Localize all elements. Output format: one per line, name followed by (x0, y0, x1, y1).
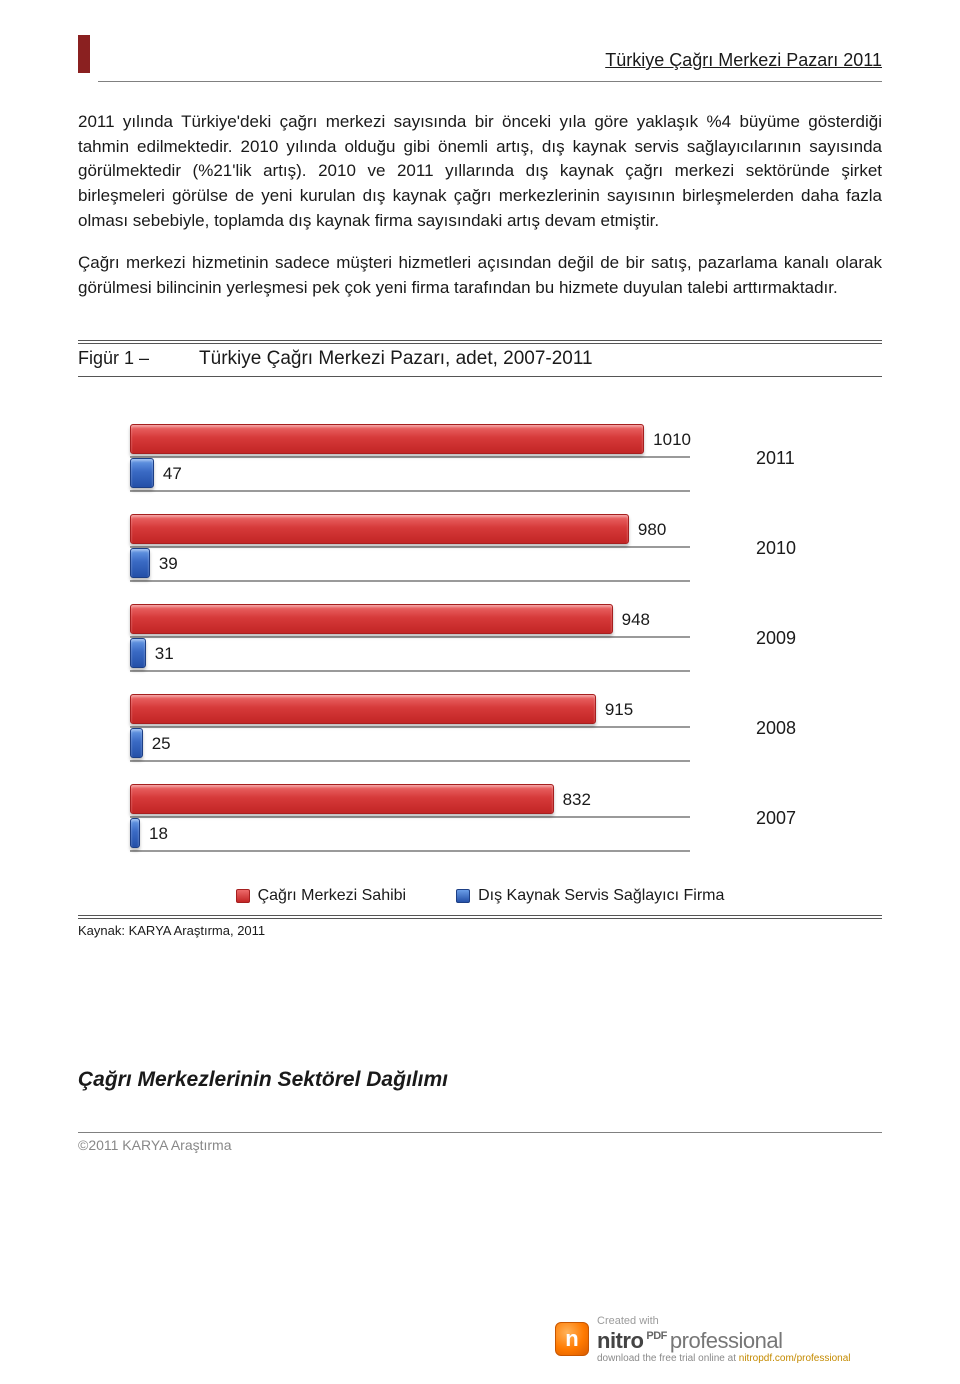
legend-item-sahibi: Çağrı Merkezi Sahibi (236, 887, 407, 905)
bar-value-sahibi: 948 (622, 610, 650, 630)
paragraph-2: Çağrı merkezi hizmetinin sadece müşteri … (78, 251, 882, 300)
watermark-brand-main: nitro (597, 1328, 643, 1353)
figure-1: Figür 1 – Türkiye Çağrı Merkezi Pazarı, … (78, 340, 882, 938)
legend-label-dis: Dış Kaynak Servis Sağlayıcı Firma (478, 887, 724, 905)
bar-dis: 47 (130, 458, 154, 488)
year-label: 2008 (756, 718, 796, 739)
bar-value-dis: 31 (155, 644, 174, 664)
bar-sahibi: 915 (130, 694, 596, 724)
bar-value-dis: 47 (163, 464, 182, 484)
footer-divider (78, 1132, 882, 1133)
bar-sahibi: 948 (130, 604, 613, 634)
paragraph-1: 2011 yılında Türkiye'deki çağrı merkezi … (78, 110, 882, 233)
bar-dis: 25 (130, 728, 143, 758)
watermark-created-with: Created with (597, 1315, 851, 1327)
chart-row: 980 39 2010 (130, 507, 830, 589)
nitro-logo-icon: n (555, 1322, 589, 1356)
bar-value-sahibi: 832 (563, 790, 591, 810)
section-heading: Çağrı Merkezlerinin Sektörel Dağılımı (78, 1068, 882, 1092)
figure-header-underline (78, 376, 882, 377)
pdf-watermark: n Created with nitroPDFprofessional down… (555, 1315, 851, 1364)
figure-bottom-rule (78, 915, 882, 919)
bar-value-sahibi: 980 (638, 520, 666, 540)
bar-value-sahibi: 915 (605, 700, 633, 720)
year-label: 2010 (756, 538, 796, 559)
watermark-brand: nitroPDFprofessional (597, 1329, 851, 1353)
header-accent-block (78, 35, 90, 73)
footer-copyright: ©2011 KARYA Araştırma (78, 1137, 882, 1153)
bar-value-sahibi: 1010 (653, 430, 691, 450)
bar-value-dis: 25 (152, 734, 171, 754)
watermark-brand-pdf: PDF (646, 1330, 667, 1342)
watermark-subline: download the free trial online at nitrop… (597, 1353, 851, 1364)
chart-row: 1010 47 2011 (130, 417, 830, 499)
bar-value-dis: 39 (159, 554, 178, 574)
chart-legend: Çağrı Merkezi Sahibi Dış Kaynak Servis S… (78, 887, 882, 905)
header-divider (98, 81, 882, 82)
watermark-brand-pro: professional (670, 1328, 783, 1353)
bar-dis: 18 (130, 818, 140, 848)
legend-label-sahibi: Çağrı Merkezi Sahibi (258, 887, 407, 905)
bar-sahibi: 832 (130, 784, 554, 814)
legend-item-dis: Dış Kaynak Servis Sağlayıcı Firma (456, 887, 724, 905)
year-label: 2009 (756, 628, 796, 649)
chart-row: 832 18 2007 (130, 777, 830, 859)
bar-value-dis: 18 (149, 824, 168, 844)
chart-row: 948 31 2009 (130, 597, 830, 679)
page-header-title: Türkiye Çağrı Merkezi Pazarı 2011 (100, 50, 882, 73)
bar-chart: 1010 47 2011 980 39 2010 948 31 2009 915 25 2008 832… (130, 417, 830, 859)
legend-swatch-red (236, 889, 250, 903)
figure-title: Türkiye Çağrı Merkezi Pazarı, adet, 2007… (199, 348, 593, 370)
figure-label: Figür 1 – (78, 348, 149, 369)
year-label: 2007 (756, 808, 796, 829)
figure-top-rule (78, 340, 882, 344)
year-label: 2011 (756, 448, 795, 469)
watermark-sub-link: nitropdf.com/professional (739, 1353, 851, 1364)
watermark-sub-prefix: download the free trial online at (597, 1353, 739, 1364)
chart-row: 915 25 2008 (130, 687, 830, 769)
figure-source: Kaynak: KARYA Araştırma, 2011 (78, 923, 882, 938)
bar-sahibi: 1010 (130, 424, 644, 454)
bar-dis: 31 (130, 638, 146, 668)
bar-dis: 39 (130, 548, 150, 578)
bar-sahibi: 980 (130, 514, 629, 544)
legend-swatch-blue (456, 889, 470, 903)
